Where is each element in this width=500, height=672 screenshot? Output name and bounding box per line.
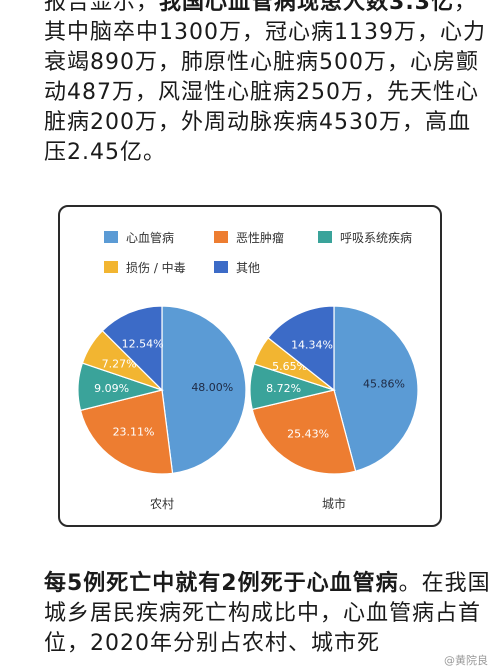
pie-data-label: 7.27% (102, 357, 137, 370)
intro-paragraph: 报告显示，我国心血管病现患人数3.3亿，其中脑卒中1300万，冠心病1139万，… (44, 0, 492, 168)
legend-item-injury: 损伤 / 中毒 (104, 259, 214, 275)
pie-caption: 城市 (322, 496, 346, 511)
legend-swatch-tumor (214, 231, 228, 243)
legend-label: 心血管病 (126, 230, 175, 245)
pie-slice (101, 305, 163, 392)
legend-item-respiratory: 呼吸系统疾病 (318, 229, 434, 245)
pie-data-label: 8.72% (266, 382, 301, 395)
pie-charts: 48.00% 23.11% 9.09% 7.27% 12.54% 农村 45.86% 25.4… (77, 305, 419, 511)
chart-card: 心血管病 恶性肿瘤 呼吸系统疾病 损伤 / 中毒 其他 48.00% 23.11%… (58, 205, 442, 527)
legend-swatch-other (214, 261, 228, 273)
legend-swatch-respiratory (318, 231, 332, 243)
summary-highlight: 每5例死亡中就有2例死于心血管病 (44, 571, 399, 596)
pie-data-label: 25.43% (287, 427, 329, 440)
pie-slice (333, 305, 419, 472)
chart-legend: 心血管病 恶性肿瘤 呼吸系统疾病 损伤 / 中毒 其他 (104, 229, 434, 275)
pie-data-label: 48.00% (191, 381, 233, 394)
pie-caption: 农村 (150, 497, 174, 511)
legend-item-cardiovascular: 心血管病 (104, 229, 214, 245)
legend-label: 恶性肿瘤 (236, 230, 285, 245)
intro-text-2: ，其中脑卒中1300万，冠心病1139万，心力衰竭890万，肺原性心脏病500万… (44, 0, 486, 165)
intro-highlight: 我国心血管病现患人数3.3亿 (159, 0, 454, 15)
pie-data-label: 9.09% (94, 382, 129, 395)
pie-slice (251, 389, 357, 475)
pie-slice (267, 305, 335, 392)
pie-data-label: 12.54% (122, 337, 164, 350)
watermark: @黄院良 (444, 654, 488, 667)
pie-data-label: 14.34% (291, 339, 333, 352)
legend-label: 损伤 / 中毒 (126, 260, 186, 275)
legend-swatch-cardiovascular (104, 231, 118, 243)
legend-label: 呼吸系统疾病 (340, 230, 413, 245)
pie-slice (79, 389, 174, 475)
legend-item-tumor: 恶性肿瘤 (214, 229, 318, 245)
legend-label: 其他 (236, 260, 261, 275)
legend-item-other: 其他 (214, 259, 260, 275)
summary-text: 。在我国城乡居民疾病死亡构成比中，心血管病占首位，2020年分别占农村、城市死 (44, 571, 491, 656)
pie-slice (161, 305, 247, 475)
intro-text-1: 报告显示， (44, 0, 160, 15)
summary-paragraph: 每5例死亡中就有2例死于心血管病。在我国城乡居民疾病死亡构成比中，心血管病占首位… (44, 569, 492, 659)
pie-data-label: 45.86% (363, 377, 405, 390)
pie-data-label: 5.65% (272, 360, 307, 373)
legend-swatch-injury (104, 261, 118, 273)
pie-data-label: 23.11% (113, 426, 155, 439)
